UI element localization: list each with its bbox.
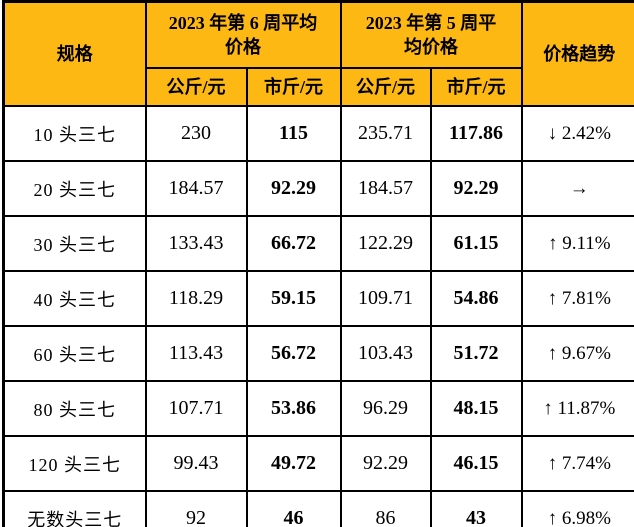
- week5-jin-cell: 117.86: [429, 105, 523, 162]
- table-row: 30 头三七 133.43 66.72 122.29 61.15 ↑ 9.11%: [2, 215, 634, 272]
- week6-kg-cell: 118.29: [144, 270, 248, 327]
- week5-jin-cell: 54.86: [429, 270, 523, 327]
- header-week5-jin-unit: 市斤/元: [429, 67, 523, 107]
- trend-cell: ↑ 7.81%: [520, 270, 634, 327]
- trend-cell: →: [520, 160, 634, 217]
- week6-jin-cell: 53.86: [245, 380, 342, 437]
- trend-cell: ↑ 6.98%: [520, 490, 634, 527]
- trend-cell: ↑ 9.67%: [520, 325, 634, 382]
- header-week5: 2023 年第 5 周平均价格: [339, 0, 523, 69]
- week6-kg-cell: 92: [144, 490, 248, 527]
- week5-kg-cell: 235.71: [339, 105, 432, 162]
- week5-kg-cell: 96.29: [339, 380, 432, 437]
- week6-jin-cell: 92.29: [245, 160, 342, 217]
- table-row: 无数头三七 92 46 86 43 ↑ 6.98%: [2, 490, 634, 527]
- header-week6: 2023 年第 6 周平均价格: [144, 0, 342, 69]
- header-row-main: 规格 2023 年第 6 周平均价格 2023 年第 5 周平均价格 价格趋势: [2, 0, 634, 107]
- header-week6-kg-unit: 公斤/元: [144, 67, 248, 107]
- spec-cell: 无数头三七: [2, 490, 147, 527]
- header-spec: 规格: [2, 0, 147, 107]
- week6-jin-cell: 59.15: [245, 270, 342, 327]
- header-trend: 价格趋势: [520, 0, 634, 107]
- trend-cell: ↑ 9.11%: [520, 215, 634, 272]
- trend-cell: ↑ 7.74%: [520, 435, 634, 492]
- week5-kg-cell: 103.43: [339, 325, 432, 382]
- week5-jin-cell: 43: [429, 490, 523, 527]
- table-body: 10 头三七 230 115 235.71 117.86 ↓ 2.42% 20 …: [2, 105, 634, 527]
- week6-kg-cell: 113.43: [144, 325, 248, 382]
- header-week5-kg-unit: 公斤/元: [339, 67, 432, 107]
- week6-kg-cell: 133.43: [144, 215, 248, 272]
- table-row: 60 头三七 113.43 56.72 103.43 51.72 ↑ 9.67%: [2, 325, 634, 382]
- table-row: 20 头三七 184.57 92.29 184.57 92.29 →: [2, 160, 634, 217]
- header-week6-jin-unit: 市斤/元: [245, 67, 342, 107]
- week6-jin-cell: 66.72: [245, 215, 342, 272]
- header-row-units: 公斤/元 市斤/元 公斤/元 市斤/元: [4, 67, 634, 107]
- week6-kg-cell: 107.71: [144, 380, 248, 437]
- spec-cell: 80 头三七: [2, 380, 147, 437]
- spec-cell: 30 头三七: [2, 215, 147, 272]
- spec-cell: 120 头三七: [2, 435, 147, 492]
- week5-kg-cell: 92.29: [339, 435, 432, 492]
- table-header: 规格 2023 年第 6 周平均价格 2023 年第 5 周平均价格 价格趋势 …: [2, 0, 634, 107]
- week6-jin-cell: 56.72: [245, 325, 342, 382]
- table-row: 80 头三七 107.71 53.86 96.29 48.15 ↑ 11.87%: [2, 380, 634, 437]
- week5-jin-cell: 46.15: [429, 435, 523, 492]
- spec-cell: 60 头三七: [2, 325, 147, 382]
- trend-cell: ↓ 2.42%: [520, 105, 634, 162]
- week5-kg-cell: 184.57: [339, 160, 432, 217]
- table-row: 10 头三七 230 115 235.71 117.86 ↓ 2.42%: [2, 105, 634, 162]
- week6-kg-cell: 99.43: [144, 435, 248, 492]
- week5-jin-cell: 48.15: [429, 380, 523, 437]
- week5-jin-cell: 51.72: [429, 325, 523, 382]
- week5-kg-cell: 109.71: [339, 270, 432, 327]
- spec-cell: 20 头三七: [2, 160, 147, 217]
- week6-kg-cell: 184.57: [144, 160, 248, 217]
- week6-jin-cell: 46: [245, 490, 342, 527]
- week6-kg-cell: 230: [144, 105, 248, 162]
- table-row: 120 头三七 99.43 49.72 92.29 46.15 ↑ 7.74%: [2, 435, 634, 492]
- week5-jin-cell: 92.29: [429, 160, 523, 217]
- spec-cell: 10 头三七: [2, 105, 147, 162]
- table-row: 40 头三七 118.29 59.15 109.71 54.86 ↑ 7.81%: [2, 270, 634, 327]
- trend-cell: ↑ 11.87%: [520, 380, 634, 437]
- spec-cell: 40 头三七: [2, 270, 147, 327]
- week5-jin-cell: 61.15: [429, 215, 523, 272]
- week6-jin-cell: 115: [245, 105, 342, 162]
- week5-kg-cell: 86: [339, 490, 432, 527]
- week6-jin-cell: 49.72: [245, 435, 342, 492]
- week5-kg-cell: 122.29: [339, 215, 432, 272]
